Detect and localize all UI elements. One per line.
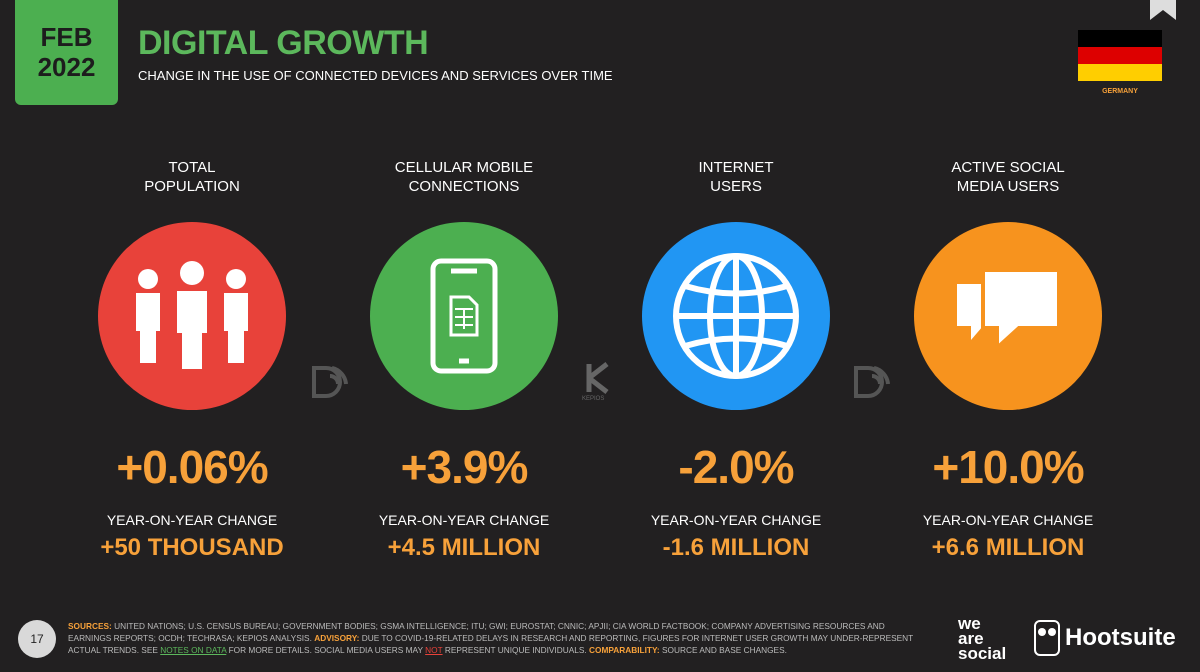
- metric-label: CELLULAR MOBILE CONNECTIONS: [328, 158, 600, 196]
- icon-circle: [642, 222, 830, 410]
- change: +3.9%: [400, 441, 529, 493]
- flag: [1078, 30, 1162, 81]
- kepios-logo: [586, 362, 609, 394]
- note-part: REPRESENT UNIQUE INDIVIDUALS.: [442, 645, 589, 655]
- note-part: ADVISORY:: [314, 633, 360, 643]
- metric: ACTIVE SOCIAL MEDIA USERS +10.0% YEAR-ON-…: [872, 158, 1144, 562]
- year: 2022: [37, 52, 96, 82]
- absolute-change: +4.5 MILLION: [387, 534, 541, 561]
- icon-circle: [370, 222, 558, 410]
- metric: CELLULAR MOBILE CONNECTIONS +3.9% YEAR-ON…: [328, 158, 600, 562]
- change-label: YEAR-ON-YEAR CHANGE: [106, 512, 278, 528]
- label-line: CELLULAR MOBILE: [394, 159, 534, 176]
- metric-label: INTERNET USERS: [600, 158, 872, 196]
- month: FEB: [40, 22, 93, 52]
- label-line: ACTIVE SOCIAL: [951, 159, 1065, 176]
- icon-circle: [98, 222, 286, 410]
- owl-icon: [1034, 620, 1060, 656]
- change-label: YEAR-ON-YEAR CHANGE: [378, 512, 550, 528]
- globe-icon: [673, 253, 799, 379]
- label-line: CONNECTIONS: [408, 178, 520, 195]
- brand-hootsuite: Hootsuite: [1065, 624, 1176, 651]
- date-badge: FEB 2022: [15, 0, 118, 105]
- metric: TOTAL POPULATION +0.06% YEAR-ON-YEAR CHAN…: [56, 158, 328, 562]
- note-part: SOURCES:: [68, 621, 112, 631]
- brand-line: we: [958, 614, 981, 633]
- note-part: SOURCE AND BASE CHANGES.: [659, 645, 787, 655]
- change: +0.06%: [116, 441, 268, 493]
- metric-label: TOTAL POPULATION: [56, 158, 328, 196]
- change-label: YEAR-ON-YEAR CHANGE: [650, 512, 822, 528]
- brand-line: are: [958, 629, 984, 648]
- watermark-icon: [312, 366, 348, 398]
- bookmark: [1150, 0, 1176, 20]
- icon-circle: [914, 222, 1102, 410]
- label-line: POPULATION: [144, 178, 240, 195]
- absolute-change: +50 THOUSAND: [100, 534, 284, 561]
- note-part: FOR MORE DETAILS. SOCIAL MEDIA USERS MAY: [226, 645, 426, 655]
- label-line: MEDIA USERS: [956, 178, 1060, 195]
- footnote: SOURCES: UNITED NATIONS; U.S. CENSUS BUR…: [68, 620, 918, 656]
- metric: INTERNET USERS -2.0% YEAR-ON-YEAR CHANGE …: [600, 158, 872, 562]
- label-line: USERS: [710, 178, 762, 195]
- metric-label: ACTIVE SOCIAL MEDIA USERS: [872, 158, 1144, 196]
- phone-icon: [430, 258, 498, 374]
- country: GERMANY: [1102, 88, 1138, 95]
- label-line: TOTAL: [168, 159, 216, 176]
- brand-we-are-social: we are social: [958, 614, 1007, 663]
- page-number: 17: [18, 620, 56, 658]
- chat-icon: [957, 268, 1061, 353]
- note-link[interactable]: NOTES ON DATA: [160, 645, 227, 655]
- people-icon: [136, 261, 248, 369]
- title: DIGITAL GROWTH: [138, 24, 429, 62]
- watermark-text: KEPIOS: [582, 396, 605, 402]
- change: -2.0%: [678, 441, 794, 493]
- note-part: UNITED NATIONS; U.S. CENSUS BUREAU; GOVE…: [68, 621, 885, 643]
- absolute-change: -1.6 MILLION: [662, 534, 810, 561]
- watermark-icon: [854, 366, 890, 398]
- note-part: NOT: [425, 645, 443, 655]
- change: +10.0%: [932, 441, 1084, 493]
- change-label: YEAR-ON-YEAR CHANGE: [922, 512, 1094, 528]
- brand-line: social: [958, 644, 1007, 663]
- subtitle: CHANGE IN THE USE OF CONNECTED DEVICES A…: [138, 68, 613, 83]
- note-part: COMPARABILITY:: [589, 645, 660, 655]
- label-line: INTERNET: [698, 159, 774, 176]
- absolute-change: +6.6 MILLION: [931, 534, 1085, 561]
- note-part: DUE TO COVID-19-RELATED DELAYS IN RESEAR…: [68, 633, 914, 655]
